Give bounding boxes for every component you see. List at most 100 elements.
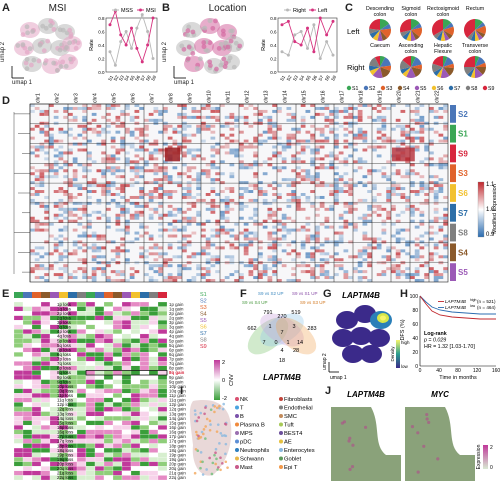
heatmap-cell bbox=[277, 106, 282, 110]
umap-point bbox=[25, 30, 31, 36]
heatmap-cell bbox=[163, 264, 168, 268]
heatmap-cell bbox=[248, 166, 254, 170]
heatmap-cell bbox=[267, 213, 273, 217]
heatmap-cell bbox=[391, 163, 396, 167]
heatmap-cell bbox=[357, 118, 363, 122]
heatmap-cell bbox=[186, 184, 192, 188]
heatmap-cell bbox=[129, 276, 135, 280]
heatmap-cell bbox=[205, 240, 211, 244]
heatmap-cell bbox=[300, 121, 306, 125]
cnv-cell bbox=[94, 329, 105, 335]
heatmap-cell bbox=[338, 216, 344, 220]
heatmap-cell bbox=[300, 118, 306, 122]
cnv-cell bbox=[13, 393, 24, 398]
heatmap-cell bbox=[414, 193, 420, 196]
heatmap-cell bbox=[381, 261, 387, 265]
heatmap-cell bbox=[258, 240, 263, 244]
cell-spot bbox=[209, 423, 212, 426]
heatmap-cell bbox=[272, 240, 277, 244]
heatmap-cell bbox=[115, 157, 121, 161]
heatmap-cell bbox=[144, 255, 149, 259]
heatmap-cell bbox=[229, 246, 235, 250]
cnv-cell bbox=[85, 388, 96, 394]
umap-point bbox=[31, 57, 37, 63]
heatmap-cell bbox=[106, 157, 111, 161]
heatmap-cell bbox=[163, 124, 168, 128]
heatmap-cell bbox=[253, 213, 258, 217]
heatmap-cell bbox=[106, 130, 111, 134]
heatmap-cell bbox=[248, 190, 254, 193]
heatmap-cell bbox=[220, 160, 225, 164]
heatmap-cell bbox=[120, 210, 125, 214]
heatmap-cell bbox=[367, 181, 372, 185]
pie-slice bbox=[440, 67, 450, 78]
heatmap-cell bbox=[96, 210, 102, 214]
heatmap-cell bbox=[386, 258, 391, 262]
heatmap-cell bbox=[106, 166, 111, 170]
heatmap-cell bbox=[258, 133, 263, 137]
heatmap-cell bbox=[357, 264, 363, 268]
pie-slice bbox=[411, 19, 420, 30]
heatmap-cell bbox=[82, 204, 87, 208]
heatmap-cell bbox=[243, 118, 249, 122]
pie-slice bbox=[372, 67, 383, 78]
cnv-cell bbox=[148, 365, 159, 371]
heatmap-cell bbox=[424, 142, 429, 146]
heatmap-cell bbox=[277, 243, 282, 247]
heatmap-cell bbox=[87, 213, 92, 217]
heatmap-cell bbox=[348, 187, 353, 191]
heatmap-cell bbox=[243, 234, 249, 238]
heatmap-cell bbox=[49, 127, 54, 131]
group-color-bar bbox=[450, 263, 456, 281]
cnv-cell bbox=[40, 361, 51, 366]
gain-row-label: 10p gain bbox=[169, 384, 186, 389]
cnv-cell bbox=[94, 397, 105, 403]
gain-row-label: 17p gain bbox=[169, 434, 186, 439]
heatmap-cell bbox=[34, 184, 40, 188]
heatmap-cell bbox=[210, 228, 216, 232]
heatmap-cell bbox=[129, 166, 135, 170]
umap-point bbox=[24, 66, 30, 72]
heatmap-cell bbox=[391, 258, 396, 262]
y-tick-label: 20 bbox=[412, 350, 418, 356]
heatmap-cell bbox=[72, 276, 78, 280]
pie-slice bbox=[380, 56, 386, 67]
heatmap-cell bbox=[186, 240, 192, 244]
x-tick-label: S2 bbox=[113, 74, 120, 82]
heatmap-cell bbox=[120, 195, 125, 199]
heatmap-cell bbox=[414, 237, 420, 241]
heatmap-cell bbox=[224, 240, 230, 244]
heatmap-cell bbox=[329, 240, 334, 244]
umap-point bbox=[207, 18, 213, 24]
heatmap-cell bbox=[267, 243, 273, 247]
heatmap-cell bbox=[91, 270, 97, 274]
heatmap-cell bbox=[433, 195, 439, 199]
heatmap-cell bbox=[410, 145, 415, 149]
heatmap-cell bbox=[315, 225, 320, 229]
heatmap-cell bbox=[291, 240, 296, 244]
cnv-cell bbox=[76, 411, 87, 417]
umap-point bbox=[225, 44, 231, 50]
heatmap-cell bbox=[381, 240, 387, 244]
heatmap-cell bbox=[144, 160, 149, 164]
heatmap-cell bbox=[305, 109, 311, 113]
pie-slice bbox=[443, 67, 454, 76]
heatmap-cell bbox=[191, 201, 197, 205]
heatmap-cell bbox=[30, 270, 35, 274]
legend-label: S7 bbox=[454, 86, 460, 92]
heatmap-cell bbox=[229, 133, 235, 137]
heatmap-cell bbox=[272, 237, 277, 241]
heatmap-cell bbox=[72, 184, 78, 188]
heatmap-cell bbox=[267, 115, 273, 119]
heatmap-cell bbox=[400, 228, 406, 232]
cnv-cell bbox=[130, 470, 141, 476]
heatmap-cell bbox=[324, 261, 330, 265]
colorbar-title: Modified Expression bbox=[492, 184, 498, 234]
heatmap-cell bbox=[272, 249, 277, 253]
heatmap-cell bbox=[158, 267, 163, 271]
heatmap-cell bbox=[253, 121, 258, 125]
venn-count: 7 bbox=[280, 330, 283, 336]
cnv-cell bbox=[148, 320, 159, 325]
pie-title: Hepatic bbox=[434, 43, 452, 49]
cnv-cell bbox=[31, 457, 42, 462]
